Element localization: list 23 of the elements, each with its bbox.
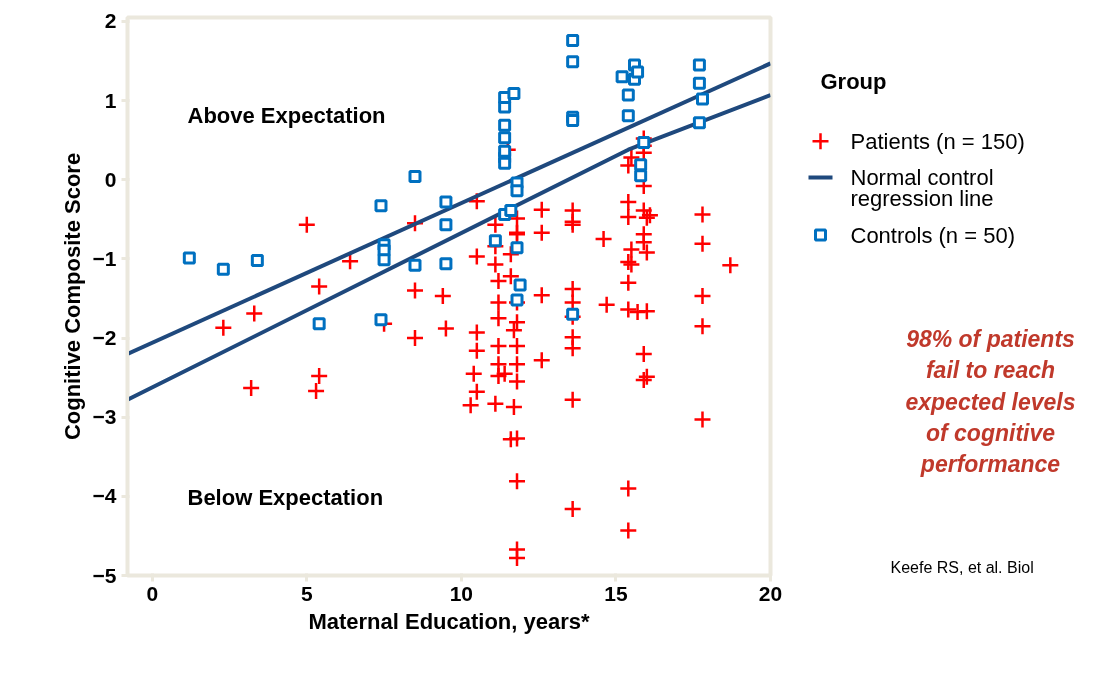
y-axis-title: Cognitive Composite Score — [59, 152, 85, 441]
x-tick-label: 10 — [449, 581, 474, 605]
legend-label: Controls (n = 50) — [850, 222, 1015, 248]
x-tick-label: 20 — [758, 581, 783, 605]
y-tick-label: 2 — [104, 9, 117, 33]
annotation: Below Expectation — [187, 485, 384, 510]
x-axis-title: Maternal Education, years* — [308, 608, 591, 634]
annotation: Above Expectation — [187, 103, 386, 128]
x-tick-label: 0 — [146, 581, 159, 605]
y-tick-label: −3 — [92, 405, 117, 429]
legend-title: Group — [820, 69, 887, 95]
y-tick-label: 1 — [104, 88, 117, 112]
y-tick-label: −5 — [92, 563, 117, 587]
y-tick-label: −2 — [92, 326, 117, 350]
y-tick-label: −1 — [92, 246, 117, 270]
x-tick-label: 5 — [300, 581, 313, 605]
legend-label: Normal control regression line — [850, 164, 994, 212]
legend-label: Patients (n = 150) — [850, 128, 1025, 154]
y-tick-label: −4 — [92, 484, 117, 508]
x-tick-label: 15 — [604, 581, 628, 605]
text: 98% of patients fail to reach expected levels of cognitive performance — [905, 325, 1076, 478]
text: Keefe RS, et al. Biol — [890, 558, 1034, 576]
y-tick-label: 0 — [104, 167, 117, 191]
